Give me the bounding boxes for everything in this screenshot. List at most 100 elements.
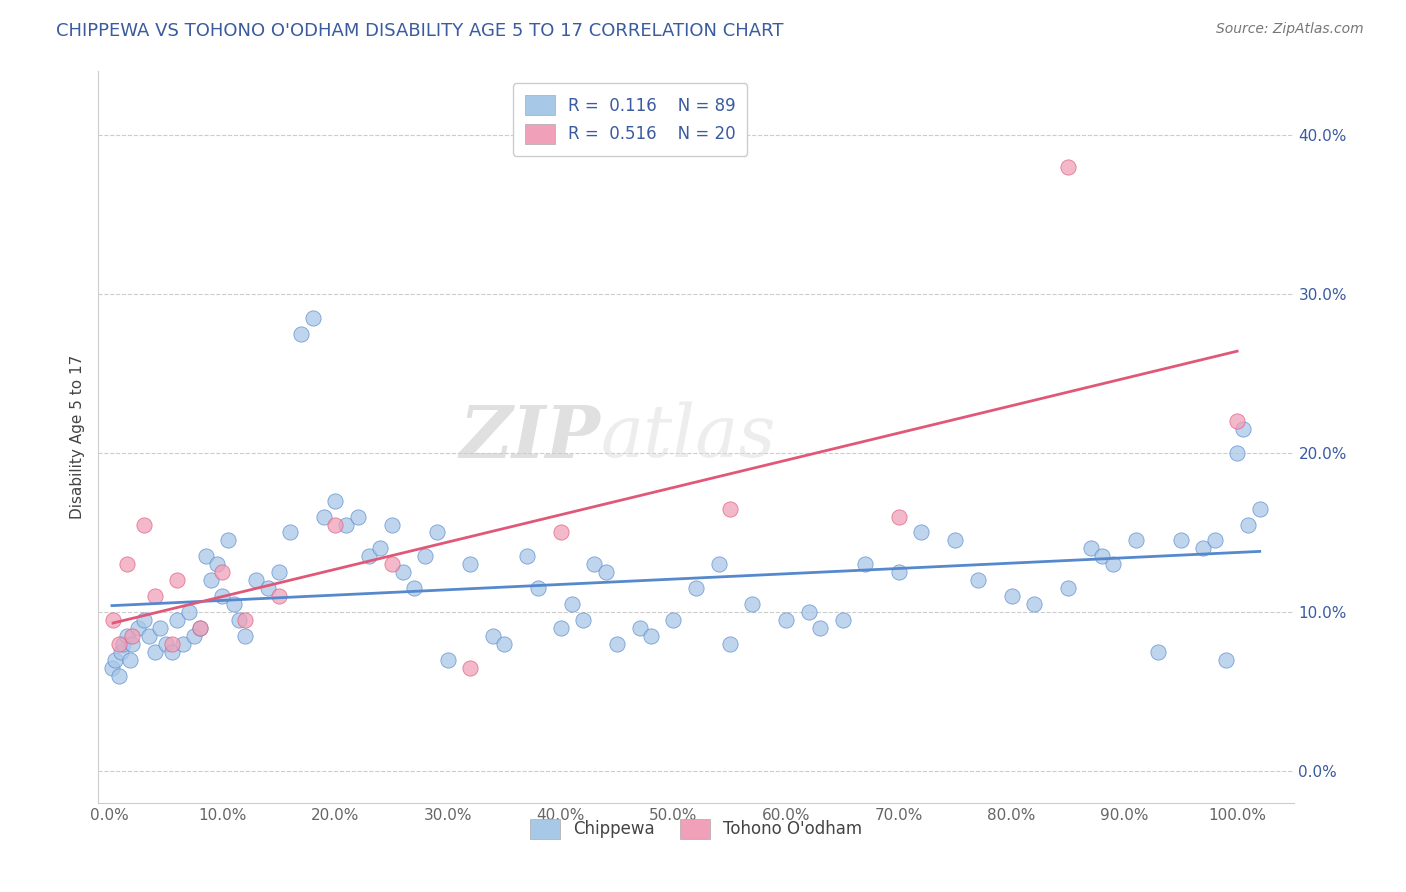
- Point: [143, 589, 166, 603]
- Point: [437, 653, 460, 667]
- Point: [460, 660, 482, 674]
- Point: [177, 605, 200, 619]
- Point: [527, 581, 550, 595]
- Point: [115, 629, 138, 643]
- Point: [335, 517, 357, 532]
- Point: [966, 573, 988, 587]
- Point: [516, 549, 538, 564]
- Point: [404, 581, 426, 595]
- Point: [172, 637, 194, 651]
- Y-axis label: Disability Age 5 to 17: Disability Age 5 to 17: [69, 355, 84, 519]
- Point: [188, 621, 211, 635]
- Point: [115, 558, 138, 572]
- Point: [1102, 558, 1125, 572]
- Point: [1249, 501, 1271, 516]
- Point: [312, 509, 335, 524]
- Point: [797, 605, 820, 619]
- Point: [107, 668, 129, 682]
- Point: [211, 566, 233, 580]
- Point: [606, 637, 628, 651]
- Point: [118, 653, 141, 667]
- Point: [380, 517, 402, 532]
- Point: [228, 613, 250, 627]
- Point: [1125, 533, 1147, 548]
- Point: [101, 660, 124, 674]
- Point: [640, 629, 662, 643]
- Point: [205, 558, 228, 572]
- Point: [160, 645, 183, 659]
- Point: [1237, 517, 1260, 532]
- Point: [808, 621, 831, 635]
- Point: [211, 589, 233, 603]
- Point: [323, 517, 346, 532]
- Point: [415, 549, 437, 564]
- Point: [662, 613, 685, 627]
- Legend: Chippewa, Tohono O'odham: Chippewa, Tohono O'odham: [523, 812, 869, 846]
- Point: [132, 613, 155, 627]
- Point: [1192, 541, 1215, 556]
- Point: [107, 637, 129, 651]
- Point: [368, 541, 391, 556]
- Point: [200, 573, 222, 587]
- Point: [160, 637, 183, 651]
- Point: [853, 558, 876, 572]
- Point: [943, 533, 966, 548]
- Point: [707, 558, 730, 572]
- Point: [127, 621, 149, 635]
- Point: [887, 566, 910, 580]
- Point: [1204, 533, 1226, 548]
- Point: [267, 589, 290, 603]
- Point: [1080, 541, 1102, 556]
- Point: [346, 509, 368, 524]
- Point: [1057, 581, 1080, 595]
- Point: [718, 501, 741, 516]
- Point: [1232, 422, 1254, 436]
- Point: [1215, 653, 1237, 667]
- Point: [561, 597, 583, 611]
- Point: [583, 558, 606, 572]
- Text: ZIP: ZIP: [460, 401, 600, 473]
- Point: [1226, 414, 1249, 428]
- Point: [104, 653, 127, 667]
- Point: [887, 509, 910, 524]
- Point: [718, 637, 741, 651]
- Point: [110, 645, 132, 659]
- Point: [222, 597, 245, 611]
- Point: [301, 310, 323, 325]
- Point: [572, 613, 595, 627]
- Point: [380, 558, 402, 572]
- Point: [460, 558, 482, 572]
- Point: [482, 629, 505, 643]
- Point: [1147, 645, 1170, 659]
- Point: [741, 597, 763, 611]
- Point: [143, 645, 166, 659]
- Point: [183, 629, 205, 643]
- Point: [101, 613, 124, 627]
- Point: [595, 566, 617, 580]
- Point: [245, 573, 267, 587]
- Point: [628, 621, 651, 635]
- Point: [155, 637, 177, 651]
- Point: [831, 613, 853, 627]
- Point: [194, 549, 217, 564]
- Point: [267, 566, 290, 580]
- Point: [1170, 533, 1192, 548]
- Text: CHIPPEWA VS TOHONO O'ODHAM DISABILITY AGE 5 TO 17 CORRELATION CHART: CHIPPEWA VS TOHONO O'ODHAM DISABILITY AG…: [56, 22, 783, 40]
- Point: [256, 581, 278, 595]
- Point: [1057, 160, 1080, 174]
- Point: [550, 621, 572, 635]
- Point: [494, 637, 516, 651]
- Point: [121, 637, 143, 651]
- Text: atlas: atlas: [600, 401, 776, 473]
- Point: [138, 629, 160, 643]
- Point: [910, 525, 932, 540]
- Point: [132, 517, 155, 532]
- Point: [685, 581, 707, 595]
- Point: [166, 613, 188, 627]
- Point: [1024, 597, 1046, 611]
- Point: [233, 629, 256, 643]
- Point: [323, 493, 346, 508]
- Point: [775, 613, 797, 627]
- Point: [392, 566, 415, 580]
- Point: [121, 629, 143, 643]
